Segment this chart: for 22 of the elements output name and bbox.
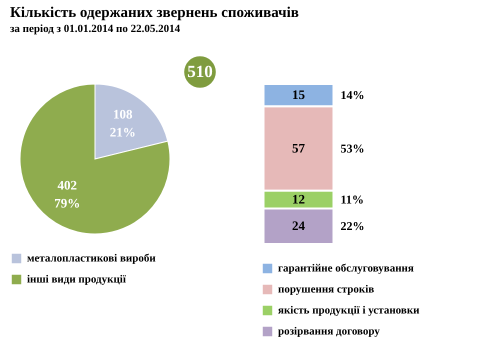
text: 53% (340, 141, 364, 156)
text: 11% (340, 192, 364, 207)
data-label: 15 (292, 87, 306, 102)
legend-label: порушення строків (278, 284, 374, 296)
legend-label: гарантійне обслуговування (278, 262, 414, 274)
legend-label: якість продукції і установки (278, 304, 420, 316)
legend-label: розірвання договору (278, 326, 380, 338)
data-label: 12 (292, 192, 305, 207)
data-label: 108 (113, 106, 134, 122)
text: 14% (340, 88, 364, 102)
text: 79% (54, 195, 80, 210)
legend-label: металопластикові вироби (27, 252, 156, 264)
text: 510 (187, 62, 213, 81)
chart-subtitle: за період з 01.01.2014 по 22.05.2014 (10, 23, 181, 36)
pie-slice (20, 84, 170, 234)
text: 22% (340, 219, 364, 234)
text: 21% (110, 124, 136, 140)
chart-title: Кількість одержаних звернень споживачів (10, 5, 299, 22)
data-label: 402 (57, 177, 77, 192)
legend-label: інші види продукції (27, 274, 127, 286)
data-label: 57 (292, 140, 306, 156)
data-label: 24 (292, 218, 306, 234)
